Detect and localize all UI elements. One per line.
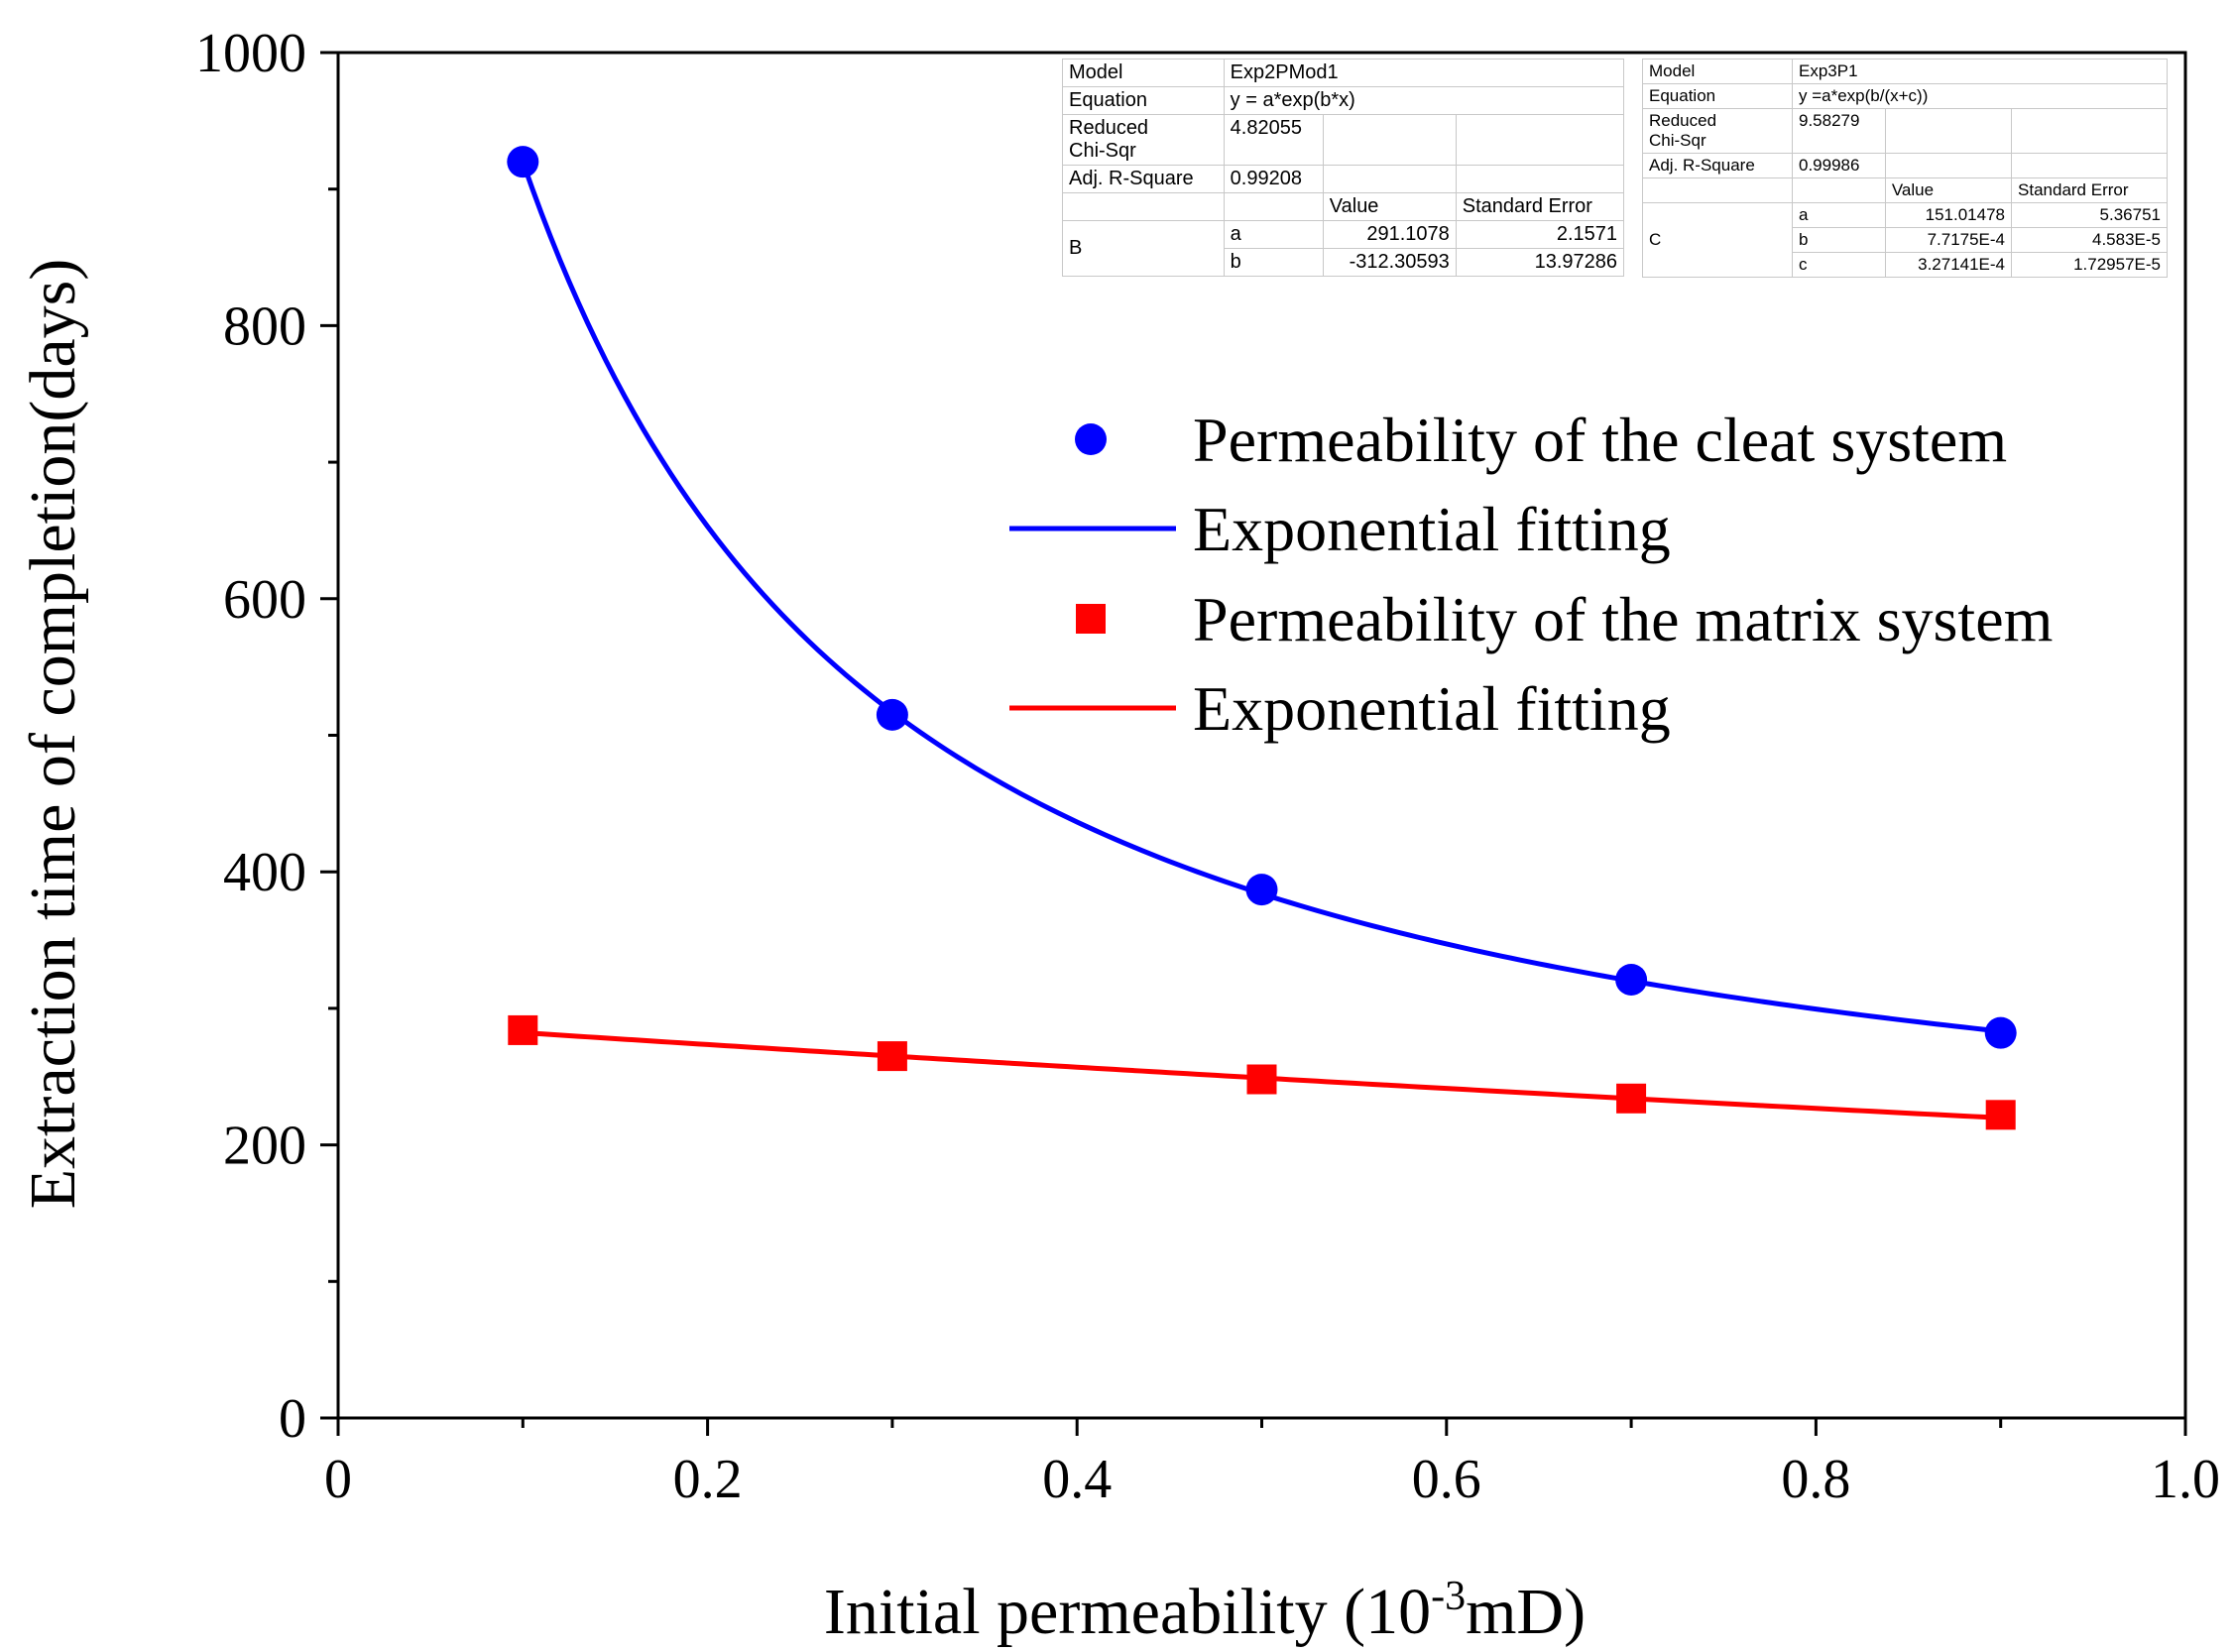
chi-label-line2: Chi-Sqr: [1069, 140, 1136, 162]
x-tick-label: 0.8: [1781, 1449, 1850, 1510]
param-value: 151.01478: [1884, 202, 2013, 228]
y-axis-title: Extraction time of completion(days): [17, 259, 89, 1210]
chi-label-line1: Reduced: [1649, 111, 1717, 130]
param-value: 291.1078: [1322, 220, 1457, 249]
cleat-data-point: [507, 146, 539, 178]
matrix-data-point: [1616, 1083, 1647, 1114]
equation-value: y = a*exp(b*x): [1223, 86, 1625, 115]
matrix-data-point: [1246, 1064, 1277, 1095]
legend-label: Exponential fitting: [1193, 494, 1671, 564]
x-tick-label: 0: [324, 1449, 352, 1510]
x-axis-title-superscript: -3: [1431, 1574, 1466, 1619]
param-name: b: [1791, 227, 1886, 253]
chi-label: Reduced Chi-Sqr: [1642, 108, 1793, 154]
y-tick-label: 200: [223, 1116, 306, 1177]
legend-label: Exponential fitting: [1193, 673, 1671, 744]
param-error: 1.72957E-5: [2011, 252, 2168, 278]
matrix-data-point: [877, 1041, 907, 1072]
group-label: B: [1062, 220, 1225, 277]
cleat-data-point: [1245, 874, 1278, 906]
y-tick-label: 1000: [195, 23, 306, 84]
fit-statistics-table-b: Model Exp2PMod1 Equation y = a*exp(b*x) …: [1062, 59, 1625, 277]
param-value: 3.27141E-4: [1884, 252, 2013, 278]
value-header: Value: [1884, 177, 2013, 203]
chi-label-line2: Chi-Sqr: [1649, 131, 1706, 150]
cleat-data-point: [1615, 963, 1648, 996]
r2-value: 0.99986: [1791, 153, 1886, 178]
r2-value: 0.99208: [1223, 165, 1324, 193]
r2-label: Adj. R-Square: [1062, 165, 1225, 193]
x-tick-label: 0.2: [673, 1449, 743, 1510]
equation-value: y =a*exp(b/(x+c)): [1791, 83, 2169, 109]
cleat-data-point: [876, 698, 908, 731]
chi-value: 4.82055: [1223, 114, 1324, 166]
model-value: Exp2PMod1: [1223, 59, 1625, 87]
x-tick-label: 0.6: [1412, 1449, 1481, 1510]
cleat-data-point: [1984, 1016, 2017, 1049]
x-tick-label: 1.0: [2151, 1449, 2220, 1510]
param-error: 4.583E-5: [2011, 227, 2168, 253]
model-label: Model: [1642, 59, 1793, 84]
x-axis-title: Initial permeability (10-3mD): [824, 1574, 1586, 1648]
equation-label: Equation: [1642, 83, 1793, 109]
model-value: Exp3P1: [1791, 59, 2169, 84]
fit-statistics-table-c: Model Exp3P1 Equation y =a*exp(b/(x+c)) …: [1642, 59, 2169, 278]
x-axis-title-main: Initial permeability (10: [824, 1576, 1431, 1648]
param-name: b: [1223, 248, 1324, 277]
legend-square-marker: [1076, 604, 1106, 634]
error-header: Standard Error: [2011, 177, 2168, 203]
param-value: 7.7175E-4: [1884, 227, 2013, 253]
x-tick-label: 0.4: [1042, 1449, 1112, 1510]
param-name: c: [1791, 252, 1886, 278]
legend-label: Permeability of the matrix system: [1193, 584, 2053, 654]
matrix-data-point: [508, 1014, 538, 1045]
y-tick-label: 600: [223, 569, 306, 631]
legend-label: Permeability of the cleat system: [1193, 405, 2007, 475]
error-header: Standard Error: [1455, 192, 1625, 221]
chi-label-line1: Reduced: [1069, 117, 1149, 139]
y-tick-label: 400: [223, 842, 306, 903]
param-error: 5.36751: [2011, 202, 2168, 228]
param-error: 2.1571: [1455, 220, 1625, 249]
chi-value: 9.58279: [1791, 108, 1886, 154]
legend-circle-marker: [1075, 423, 1107, 455]
param-name: a: [1223, 220, 1324, 249]
value-header: Value: [1322, 192, 1457, 221]
x-axis-title-tail: mD): [1466, 1576, 1586, 1648]
r2-label: Adj. R-Square: [1642, 153, 1793, 178]
model-label: Model: [1062, 59, 1225, 87]
chi-label: Reduced Chi-Sqr: [1062, 114, 1225, 166]
param-error: 13.97286: [1455, 248, 1625, 277]
param-value: -312.30593: [1322, 248, 1457, 277]
matrix-data-point: [1985, 1100, 2016, 1130]
y-tick-label: 800: [223, 295, 306, 357]
equation-label: Equation: [1062, 86, 1225, 115]
param-name: a: [1791, 202, 1886, 228]
group-label: C: [1642, 202, 1793, 278]
y-tick-label: 0: [279, 1388, 306, 1450]
